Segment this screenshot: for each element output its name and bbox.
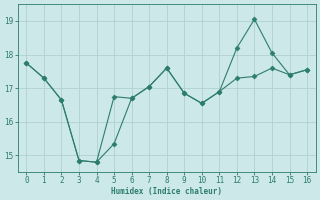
X-axis label: Humidex (Indice chaleur): Humidex (Indice chaleur) [111, 187, 222, 196]
